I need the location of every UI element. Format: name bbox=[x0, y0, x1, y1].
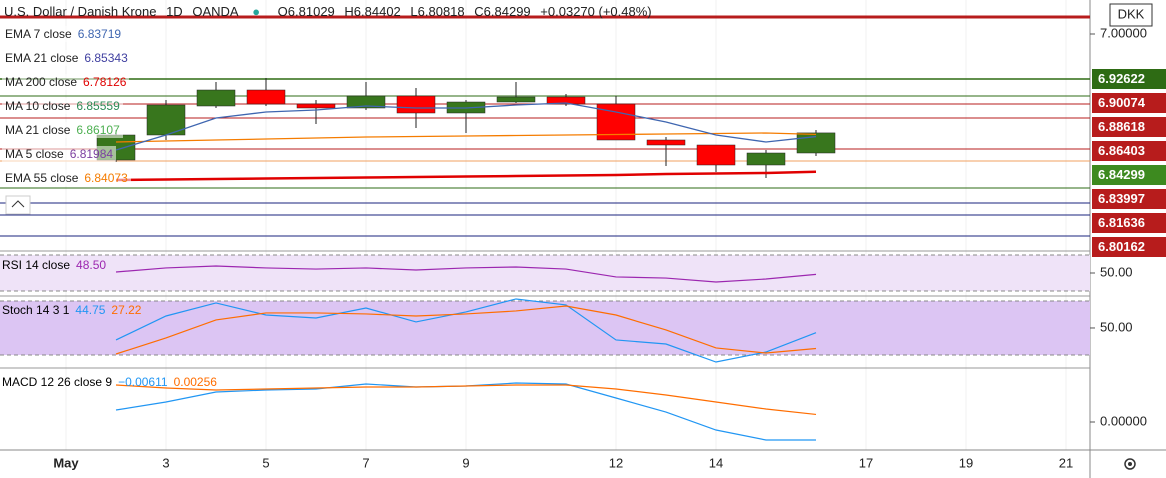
legend-name: MA 21 close bbox=[5, 123, 71, 137]
price-tag: 6.92622 bbox=[1092, 69, 1166, 89]
legend-item: MA 10 close 6.85559 bbox=[2, 98, 123, 114]
legend-item: MA 21 close 6.86107 bbox=[2, 122, 123, 138]
candle-body bbox=[246, 89, 286, 105]
legend-value: 6.81984 bbox=[69, 147, 114, 161]
indicator-line bbox=[115, 298, 817, 363]
interval: 1D bbox=[166, 4, 183, 19]
ohlc-change: +0.03270 (+0.48%) bbox=[540, 4, 652, 19]
pane-value: 0.00256 bbox=[173, 375, 217, 389]
ohlc-high: H6.84402 bbox=[344, 4, 401, 19]
indicator-line bbox=[115, 170, 817, 182]
collapse-icon bbox=[11, 200, 25, 208]
band bbox=[0, 300, 1090, 355]
x-tick-label: 14 bbox=[709, 455, 723, 470]
status-dot: ● bbox=[252, 4, 261, 19]
x-tick-label: 21 bbox=[1059, 455, 1073, 470]
indicator-line bbox=[115, 265, 817, 283]
legend-name: MA 200 close bbox=[5, 75, 78, 89]
pane-value: 27.22 bbox=[111, 303, 142, 317]
pane-label: RSI 14 close 48.50 bbox=[2, 258, 106, 272]
x-tick-label: 12 bbox=[609, 455, 623, 470]
pane-value: 44.75 bbox=[75, 303, 106, 317]
indicator-line bbox=[115, 132, 817, 143]
band bbox=[0, 254, 1090, 292]
legend-name: MA 5 close bbox=[5, 147, 64, 161]
legend-value: 6.83719 bbox=[77, 27, 122, 41]
x-tick-label: 17 bbox=[859, 455, 873, 470]
x-tick-label: 7 bbox=[362, 455, 369, 470]
candle-body bbox=[696, 144, 736, 166]
legend-name: MA 10 close bbox=[5, 99, 71, 113]
x-tick-label: 5 bbox=[262, 455, 269, 470]
x-tick-label: 19 bbox=[959, 455, 973, 470]
legend-name: EMA 7 close bbox=[5, 27, 72, 41]
settings-icon[interactable] bbox=[1124, 458, 1136, 470]
pane-value: 48.50 bbox=[76, 258, 107, 272]
pane-title: Stoch 14 3 1 bbox=[2, 303, 70, 317]
pane-label: Stoch 14 3 1 44.75 27.22 bbox=[2, 303, 141, 317]
price-tag: 6.86403 bbox=[1092, 141, 1166, 161]
price-tag: 6.80162 bbox=[1092, 237, 1166, 257]
candle-body bbox=[296, 103, 336, 109]
legend-item: EMA 7 close 6.83719 bbox=[2, 26, 125, 42]
pane-title: RSI 14 close bbox=[2, 258, 71, 272]
x-tick-label: May bbox=[53, 455, 79, 470]
pane-value: −0.00611 bbox=[118, 375, 168, 389]
legend-item: EMA 55 close 6.84073 bbox=[2, 170, 131, 186]
grid bbox=[65, 0, 1067, 450]
price-tag: 6.88618 bbox=[1092, 117, 1166, 137]
y-tick-label: 7.00000 bbox=[1100, 25, 1147, 40]
legend-item: MA 5 close 6.81984 bbox=[2, 146, 117, 162]
indicator-line bbox=[115, 305, 817, 355]
x-tick-label: 9 bbox=[462, 455, 469, 470]
pane-title: MACD 12 26 close 9 bbox=[2, 375, 113, 389]
legend-value: 6.86107 bbox=[76, 123, 120, 137]
legend-value: 6.85343 bbox=[84, 51, 128, 65]
collapse-button[interactable] bbox=[5, 195, 31, 215]
price-tag: 6.84299 bbox=[1092, 165, 1166, 185]
candle-body bbox=[746, 152, 786, 166]
price-tag: 6.90074 bbox=[1092, 93, 1166, 113]
candle-body bbox=[796, 132, 836, 154]
legend-name: EMA 55 close bbox=[5, 171, 79, 185]
legend-value: 6.78126 bbox=[83, 75, 127, 89]
ohlc-low: L6.80818 bbox=[410, 4, 465, 19]
source: OANDA bbox=[192, 4, 239, 19]
legend-name: EMA 21 close bbox=[5, 51, 79, 65]
candle-body bbox=[496, 96, 536, 103]
legend-value: 6.84073 bbox=[84, 171, 128, 185]
candle-body bbox=[196, 89, 236, 107]
legend-item: MA 200 close 6.78126 bbox=[2, 74, 130, 90]
candle-body bbox=[646, 139, 686, 146]
pane-label: MACD 12 26 close 9 −0.00611 0.00256 bbox=[2, 375, 217, 389]
price-tag: 6.83997 bbox=[1092, 189, 1166, 209]
symbol: U.S. Dollar / Danish Krone bbox=[4, 4, 157, 19]
candle-body bbox=[396, 95, 436, 114]
indicator-line bbox=[115, 102, 817, 151]
y-tick-label: 50.00 bbox=[1100, 264, 1133, 279]
candle-body bbox=[346, 95, 386, 109]
currency: DKK bbox=[1118, 6, 1145, 21]
ohlc-close: C6.84299 bbox=[474, 4, 531, 19]
y-tick-label: 0.00000 bbox=[1100, 413, 1147, 428]
candle-body bbox=[546, 96, 586, 105]
header: U.S. Dollar / Danish Krone 1D OANDA ● O6… bbox=[4, 4, 658, 19]
x-tick-label: 3 bbox=[162, 455, 169, 470]
legend-value: 6.85559 bbox=[76, 99, 120, 113]
legend-item: EMA 21 close 6.85343 bbox=[2, 50, 131, 66]
currency-box[interactable] bbox=[1109, 3, 1153, 27]
price-tag: 6.81636 bbox=[1092, 213, 1166, 233]
y-tick-label: 50.00 bbox=[1100, 319, 1133, 334]
indicator-line bbox=[115, 384, 817, 416]
candle-body bbox=[146, 104, 186, 136]
ohlc-open: O6.81029 bbox=[277, 4, 335, 19]
